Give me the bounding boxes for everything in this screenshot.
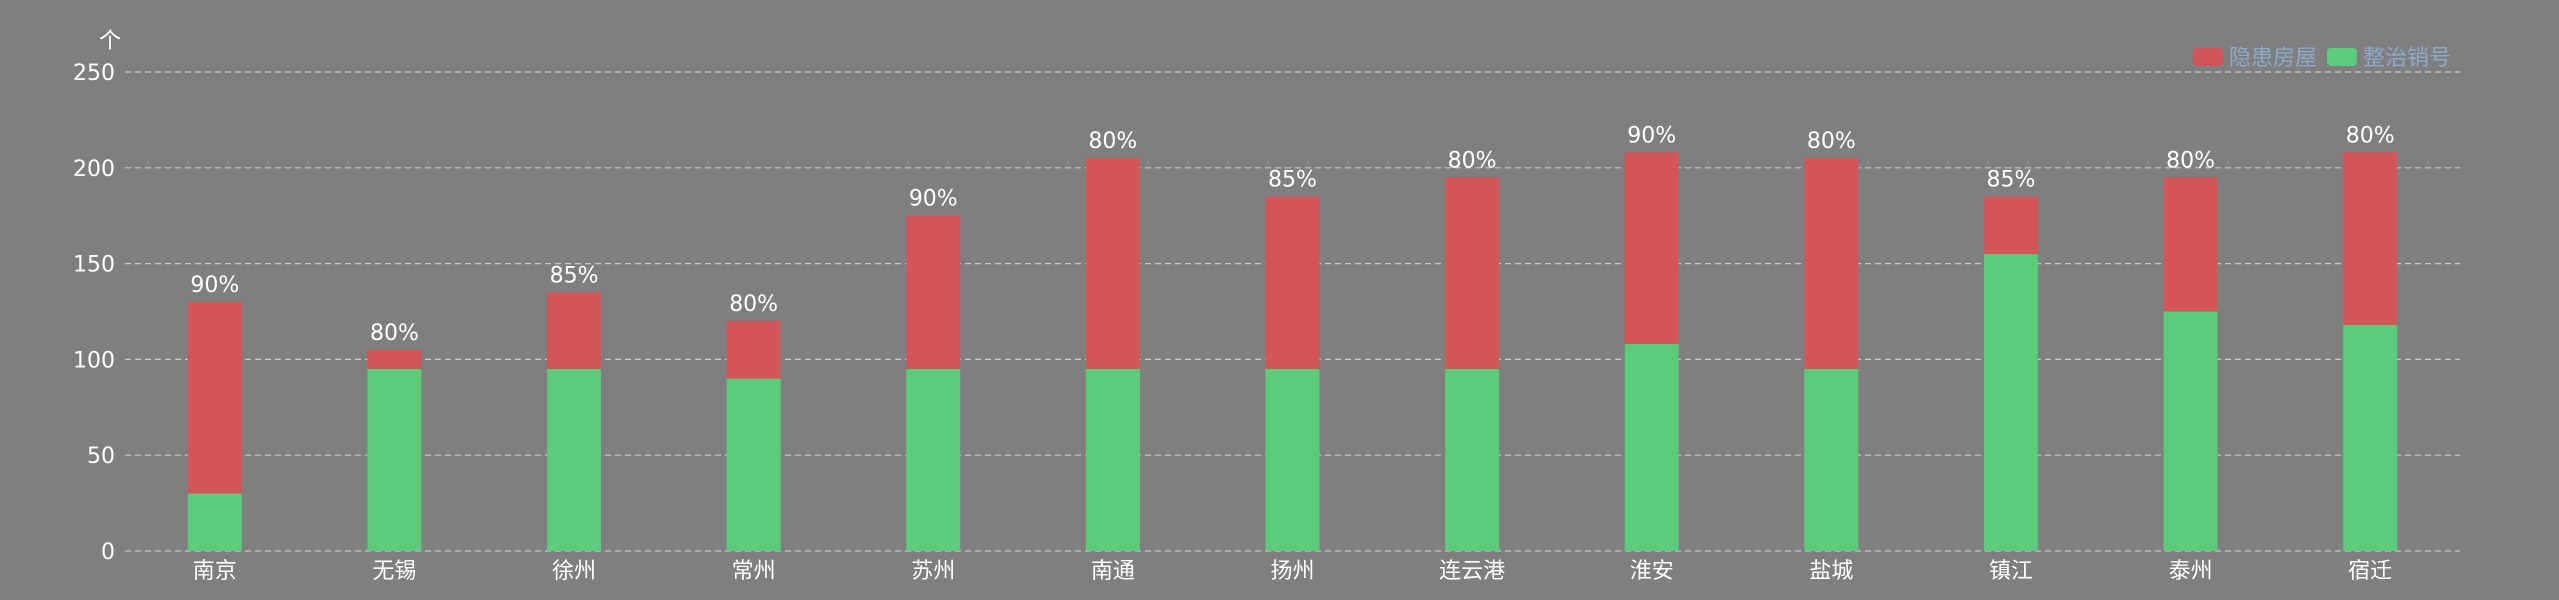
y-axis-unit-label: 个 [99,29,121,54]
y-tick-labels: 0 50 100 150 200 250 [73,61,115,565]
legend-item[interactable]: 整治销号 [2327,46,2451,71]
x-category-label: 南京 [193,559,237,584]
x-category-label: 无锡 [372,559,416,584]
x-category-label: 宿迁 [2348,559,2392,584]
bar-segment-hazard [1804,158,1859,369]
bar-data-label: 80% [729,292,778,317]
x-category-label: 扬州 [1270,559,1314,584]
bar-segment-rectified [726,378,781,551]
y-tick-label: 0 [101,540,115,565]
x-category-label: 苏州 [911,559,955,584]
bar-data-label: 80% [1807,129,1856,154]
bar-data-label: 80% [370,321,419,346]
bar-segment-hazard [1445,177,1500,369]
bar-segment-rectified [1983,254,2038,551]
y-tick-label: 200 [73,157,115,182]
x-category-labels: 南京 无锡 徐州 常州 苏州 南通 扬州 连云港 淮安 盐城 镇江 泰州 宿迁 [193,559,2392,584]
bar-segment-hazard [2343,152,2398,325]
y-tick-label: 50 [87,444,115,469]
bar-segment-rectified [1804,368,1859,551]
x-category-label: 盐城 [1809,559,1853,584]
bar-data-label: 80% [2166,148,2215,173]
legend-label: 整治销号 [2363,46,2451,71]
bar-segment-rectified [2343,324,2398,551]
grid-layer [125,71,2460,552]
bar-segment-hazard [1265,196,1320,369]
bar-segment-hazard [726,321,781,379]
bar-segment-hazard [1085,158,1140,369]
bar-data-label: 90% [909,187,958,212]
bar-segment-rectified [547,368,602,551]
bar-segment-hazard [1624,152,1679,345]
bar-data-label: 80% [1088,129,1137,154]
x-category-label: 徐州 [552,559,596,584]
bars-layer [187,152,2398,551]
bar-data-label: 80% [2346,123,2395,148]
bar-segment-rectified [1445,368,1500,551]
bar-segment-hazard [367,349,422,369]
data-labels-layer: 90% 80% 85% 80% 90% 80% 85% 80% 90% 80% 85% 80% 80% [190,123,2394,345]
legend: 隐患房屋 整治销号 [2193,46,2451,71]
bar-segment-rectified [2163,311,2218,551]
x-category-label: 南通 [1091,559,1135,584]
bar-segment-rectified [187,493,242,551]
bar-data-label: 90% [190,273,239,298]
bar-data-label: 85% [1987,168,2036,193]
bar-segment-rectified [1085,368,1140,551]
bar-segment-hazard [906,215,961,369]
bar-segment-hazard [547,292,602,369]
bar-segment-rectified [1624,344,1679,551]
bar-segment-rectified [906,368,961,551]
legend-label: 隐患房屋 [2229,46,2317,71]
y-tick-label: 250 [73,61,115,86]
x-category-label: 连云港 [1439,559,1505,584]
bar-data-label: 85% [550,263,599,288]
legend-swatch [2193,48,2223,66]
bar-segment-hazard [2163,177,2218,312]
x-category-label: 淮安 [1630,559,1674,584]
legend-item[interactable]: 隐患房屋 [2193,46,2317,71]
bar-segment-rectified [367,368,422,551]
bar-data-label: 90% [1627,123,1676,148]
bar-segment-hazard [1983,196,2038,255]
y-tick-label: 150 [73,253,115,278]
bar-segment-rectified [1265,368,1320,551]
x-category-label: 常州 [732,559,776,584]
bar-data-label: 80% [1448,148,1497,173]
legend-swatch [2327,48,2357,66]
bar-segment-hazard [187,301,242,494]
x-category-label: 镇江 [1989,559,2033,584]
x-category-label: 泰州 [2169,559,2213,584]
bar-data-label: 85% [1268,168,1317,193]
y-tick-label: 100 [73,348,115,373]
